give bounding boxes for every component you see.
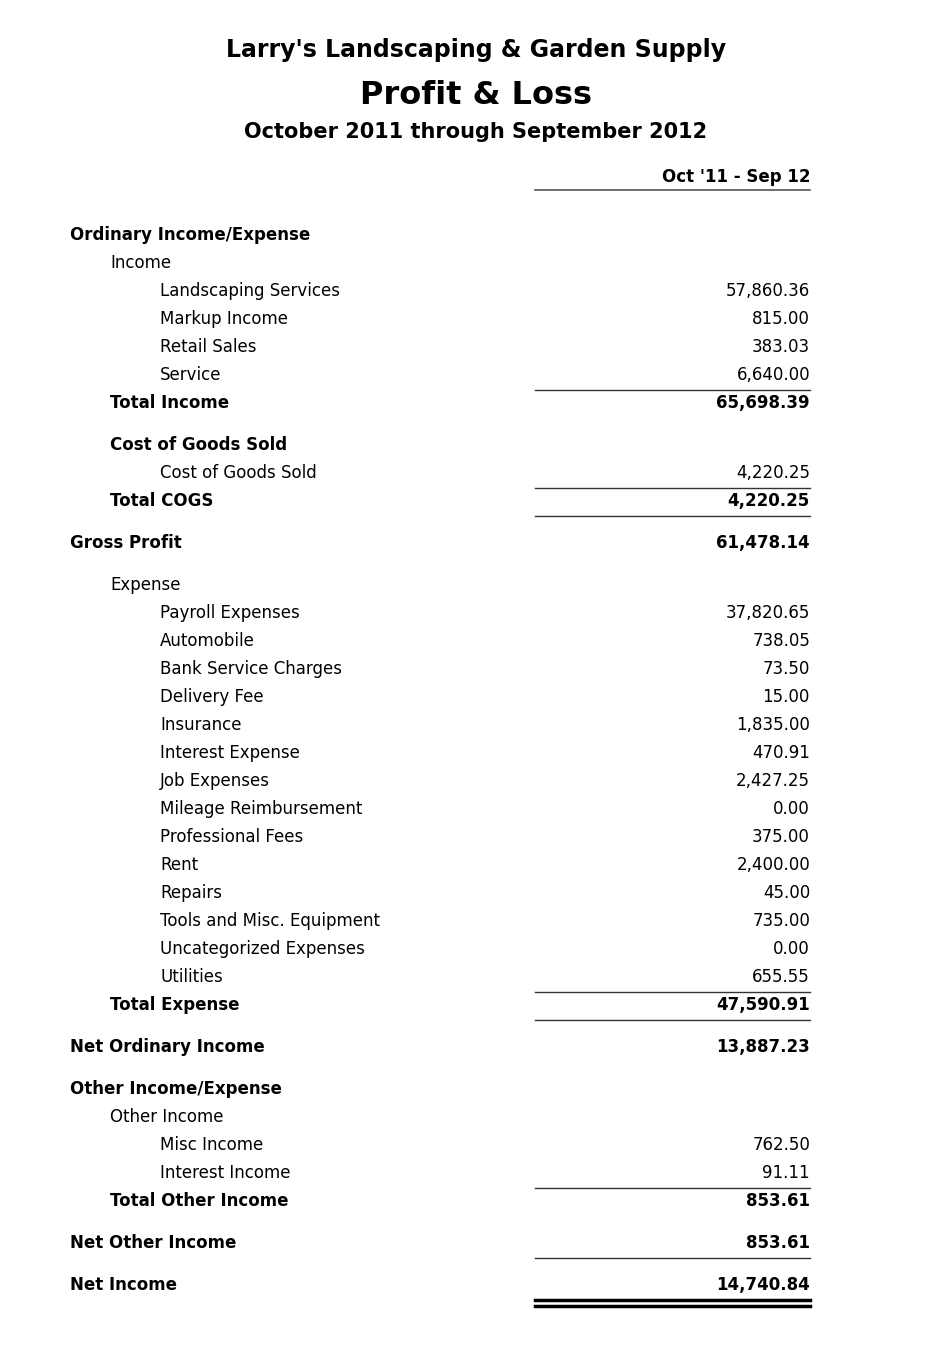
Text: 14,740.84: 14,740.84 [716,1276,810,1294]
Text: Income: Income [110,255,171,272]
Text: Cost of Goods Sold: Cost of Goods Sold [160,464,317,482]
Text: Professional Fees: Professional Fees [160,828,304,846]
Text: Net Ordinary Income: Net Ordinary Income [70,1038,265,1055]
Text: 13,887.23: 13,887.23 [716,1038,810,1055]
Text: Landscaping Services: Landscaping Services [160,282,340,300]
Text: 65,698.39: 65,698.39 [716,394,810,412]
Text: Retail Sales: Retail Sales [160,338,256,356]
Text: 383.03: 383.03 [752,338,810,356]
Text: Uncategorized Expenses: Uncategorized Expenses [160,941,365,958]
Text: 762.50: 762.50 [752,1136,810,1154]
Text: 73.50: 73.50 [763,660,810,678]
Text: Cost of Goods Sold: Cost of Goods Sold [110,435,288,455]
Text: Ordinary Income/Expense: Ordinary Income/Expense [70,226,310,244]
Text: 1,835.00: 1,835.00 [736,716,810,734]
Text: 853.61: 853.61 [746,1192,810,1210]
Text: 15.00: 15.00 [763,689,810,706]
Text: 655.55: 655.55 [752,968,810,986]
Text: 815.00: 815.00 [752,309,810,329]
Text: Insurance: Insurance [160,716,242,734]
Text: Net Other Income: Net Other Income [70,1233,236,1253]
Text: Delivery Fee: Delivery Fee [160,689,264,706]
Text: 57,860.36: 57,860.36 [725,282,810,300]
Text: Expense: Expense [110,576,181,594]
Text: Automobile: Automobile [160,632,255,650]
Text: Gross Profit: Gross Profit [70,534,182,552]
Text: Larry's Landscaping & Garden Supply: Larry's Landscaping & Garden Supply [226,38,726,62]
Text: Interest Expense: Interest Expense [160,743,300,763]
Text: 2,400.00: 2,400.00 [736,856,810,873]
Text: 738.05: 738.05 [752,632,810,650]
Text: 735.00: 735.00 [752,912,810,930]
Text: Tools and Misc. Equipment: Tools and Misc. Equipment [160,912,380,930]
Text: Total Other Income: Total Other Income [110,1192,288,1210]
Text: Misc Income: Misc Income [160,1136,264,1154]
Text: Markup Income: Markup Income [160,309,288,329]
Text: Total Expense: Total Expense [110,997,240,1014]
Text: Repairs: Repairs [160,884,222,902]
Text: Profit & Loss: Profit & Loss [360,79,592,111]
Text: Oct '11 - Sep 12: Oct '11 - Sep 12 [662,168,810,186]
Text: Interest Income: Interest Income [160,1164,290,1181]
Text: October 2011 through September 2012: October 2011 through September 2012 [245,122,707,142]
Text: 2,427.25: 2,427.25 [736,772,810,790]
Text: Total Income: Total Income [110,394,229,412]
Text: 470.91: 470.91 [752,743,810,763]
Text: Other Income: Other Income [110,1108,224,1125]
Text: Net Income: Net Income [70,1276,177,1294]
Text: 375.00: 375.00 [752,828,810,846]
Text: 47,590.91: 47,590.91 [716,997,810,1014]
Text: 37,820.65: 37,820.65 [725,604,810,622]
Text: Total COGS: Total COGS [110,491,213,511]
Text: Utilities: Utilities [160,968,223,986]
Text: Mileage Reimbursement: Mileage Reimbursement [160,799,363,819]
Text: Service: Service [160,366,222,383]
Text: Job Expenses: Job Expenses [160,772,270,790]
Text: 853.61: 853.61 [746,1233,810,1253]
Text: 91.11: 91.11 [763,1164,810,1181]
Text: 6,640.00: 6,640.00 [737,366,810,383]
Text: 61,478.14: 61,478.14 [716,534,810,552]
Text: Rent: Rent [160,856,198,873]
Text: 0.00: 0.00 [773,941,810,958]
Text: 4,220.25: 4,220.25 [736,464,810,482]
Text: 45.00: 45.00 [763,884,810,902]
Text: 0.00: 0.00 [773,799,810,819]
Text: Other Income/Expense: Other Income/Expense [70,1080,282,1098]
Text: 4,220.25: 4,220.25 [727,491,810,511]
Text: Bank Service Charges: Bank Service Charges [160,660,342,678]
Text: Payroll Expenses: Payroll Expenses [160,604,300,622]
